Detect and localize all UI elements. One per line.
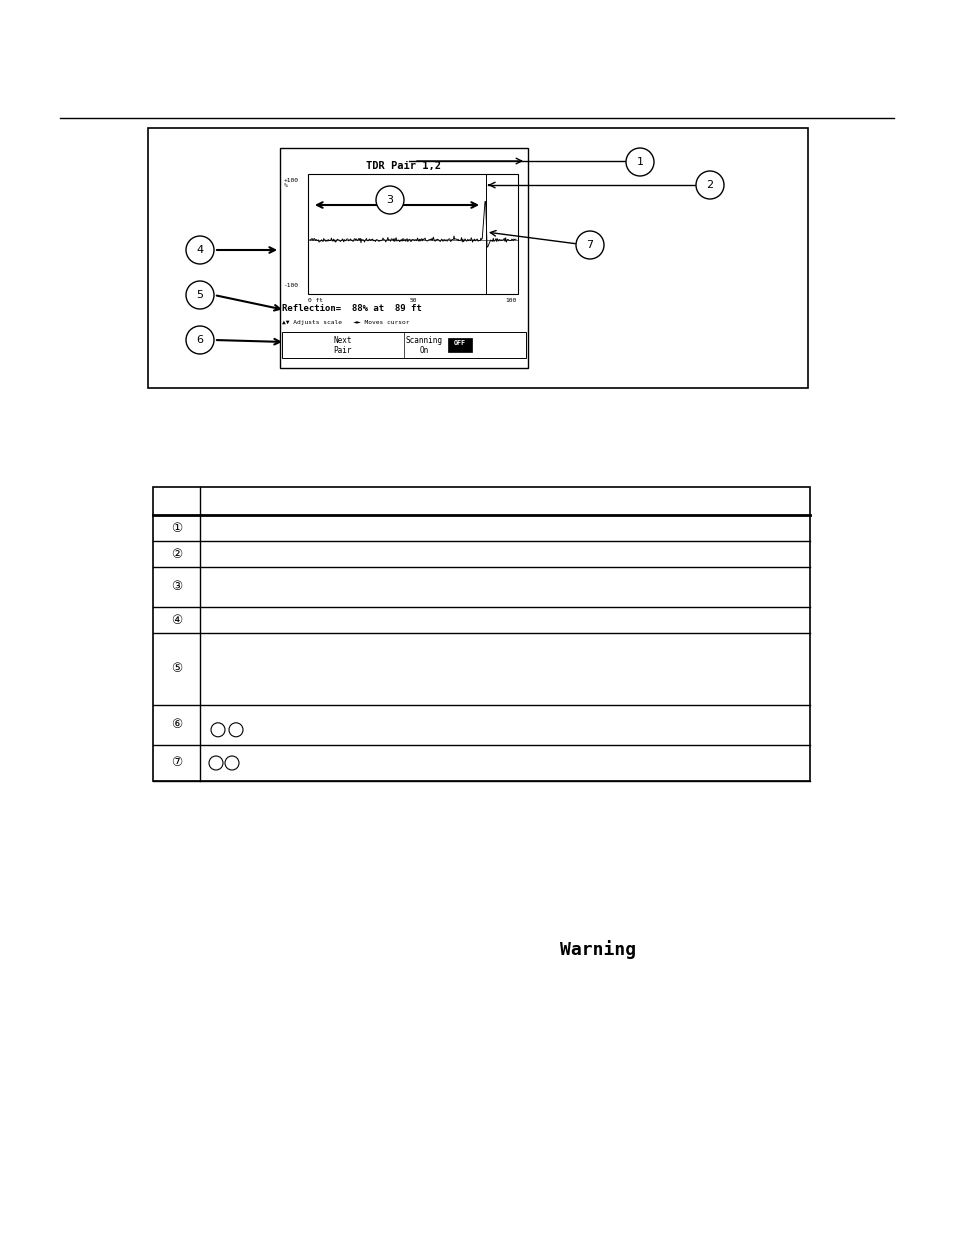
Bar bbox=[280, 148, 527, 368]
Text: On: On bbox=[419, 346, 428, 354]
Circle shape bbox=[229, 722, 243, 737]
Circle shape bbox=[209, 756, 223, 769]
Bar bbox=[152, 487, 809, 781]
Bar bbox=[282, 332, 525, 358]
Circle shape bbox=[375, 186, 403, 214]
Bar bbox=[148, 128, 807, 388]
Text: OFF: OFF bbox=[454, 340, 465, 346]
Text: -100: -100 bbox=[284, 283, 298, 288]
Text: ②: ② bbox=[171, 547, 182, 561]
Text: 6: 6 bbox=[196, 335, 203, 345]
Text: Scanning: Scanning bbox=[405, 336, 442, 345]
Text: TDR Pair 1,2: TDR Pair 1,2 bbox=[366, 161, 441, 170]
Circle shape bbox=[225, 756, 239, 769]
Text: ▲▼ Adjusts scale   ◄► Moves cursor: ▲▼ Adjusts scale ◄► Moves cursor bbox=[282, 320, 409, 325]
Circle shape bbox=[625, 148, 654, 177]
Text: 0 ft: 0 ft bbox=[308, 298, 323, 303]
Text: 4: 4 bbox=[196, 245, 203, 254]
Text: +100
%: +100 % bbox=[284, 178, 298, 188]
Text: ④: ④ bbox=[171, 614, 182, 626]
Text: 3: 3 bbox=[386, 195, 393, 205]
Circle shape bbox=[211, 722, 225, 737]
Bar bbox=[308, 174, 517, 294]
Text: 50: 50 bbox=[409, 298, 416, 303]
Text: ▲: ▲ bbox=[230, 761, 233, 766]
Text: ①: ① bbox=[171, 521, 182, 535]
Text: Warning: Warning bbox=[559, 940, 636, 960]
Text: 5: 5 bbox=[196, 290, 203, 300]
Text: 1: 1 bbox=[636, 157, 643, 167]
Text: Next
Pair: Next Pair bbox=[334, 336, 352, 354]
Circle shape bbox=[186, 326, 213, 354]
Text: ▼: ▼ bbox=[213, 761, 218, 766]
Text: ◄: ◄ bbox=[215, 727, 220, 732]
Text: ⑦: ⑦ bbox=[171, 757, 182, 769]
Text: ③: ③ bbox=[171, 580, 182, 594]
Circle shape bbox=[696, 170, 723, 199]
Text: 100: 100 bbox=[505, 298, 517, 303]
Circle shape bbox=[186, 282, 213, 309]
Text: Reflection=  88% at  89 ft: Reflection= 88% at 89 ft bbox=[282, 304, 421, 312]
Text: 2: 2 bbox=[706, 180, 713, 190]
Text: 7: 7 bbox=[586, 240, 593, 249]
Text: ⑥: ⑥ bbox=[171, 719, 182, 731]
Circle shape bbox=[186, 236, 213, 264]
Bar bbox=[448, 338, 472, 352]
Text: ⑤: ⑤ bbox=[171, 662, 182, 676]
Text: ►: ► bbox=[233, 727, 238, 732]
Circle shape bbox=[576, 231, 603, 259]
